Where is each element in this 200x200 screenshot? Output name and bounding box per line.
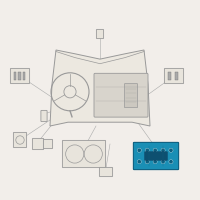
Bar: [168, 72, 171, 80]
FancyBboxPatch shape: [32, 138, 44, 150]
FancyBboxPatch shape: [62, 140, 106, 168]
FancyBboxPatch shape: [43, 139, 53, 149]
FancyBboxPatch shape: [96, 29, 104, 39]
Circle shape: [153, 148, 157, 152]
FancyBboxPatch shape: [13, 132, 27, 148]
Circle shape: [145, 148, 149, 152]
Bar: [14, 72, 16, 80]
FancyBboxPatch shape: [164, 68, 184, 84]
Circle shape: [169, 148, 173, 152]
Circle shape: [137, 148, 141, 152]
Circle shape: [137, 160, 141, 164]
FancyBboxPatch shape: [99, 167, 113, 177]
FancyBboxPatch shape: [124, 84, 138, 108]
Bar: [23, 72, 25, 80]
FancyBboxPatch shape: [94, 73, 148, 117]
Polygon shape: [50, 50, 150, 126]
Circle shape: [169, 160, 173, 164]
Circle shape: [161, 160, 165, 164]
FancyBboxPatch shape: [10, 68, 30, 84]
Circle shape: [145, 160, 149, 164]
Bar: [175, 72, 178, 80]
Circle shape: [161, 148, 165, 152]
FancyBboxPatch shape: [133, 142, 179, 170]
FancyBboxPatch shape: [41, 110, 47, 122]
FancyBboxPatch shape: [145, 152, 167, 160]
Bar: [18, 72, 21, 80]
Circle shape: [153, 160, 157, 164]
